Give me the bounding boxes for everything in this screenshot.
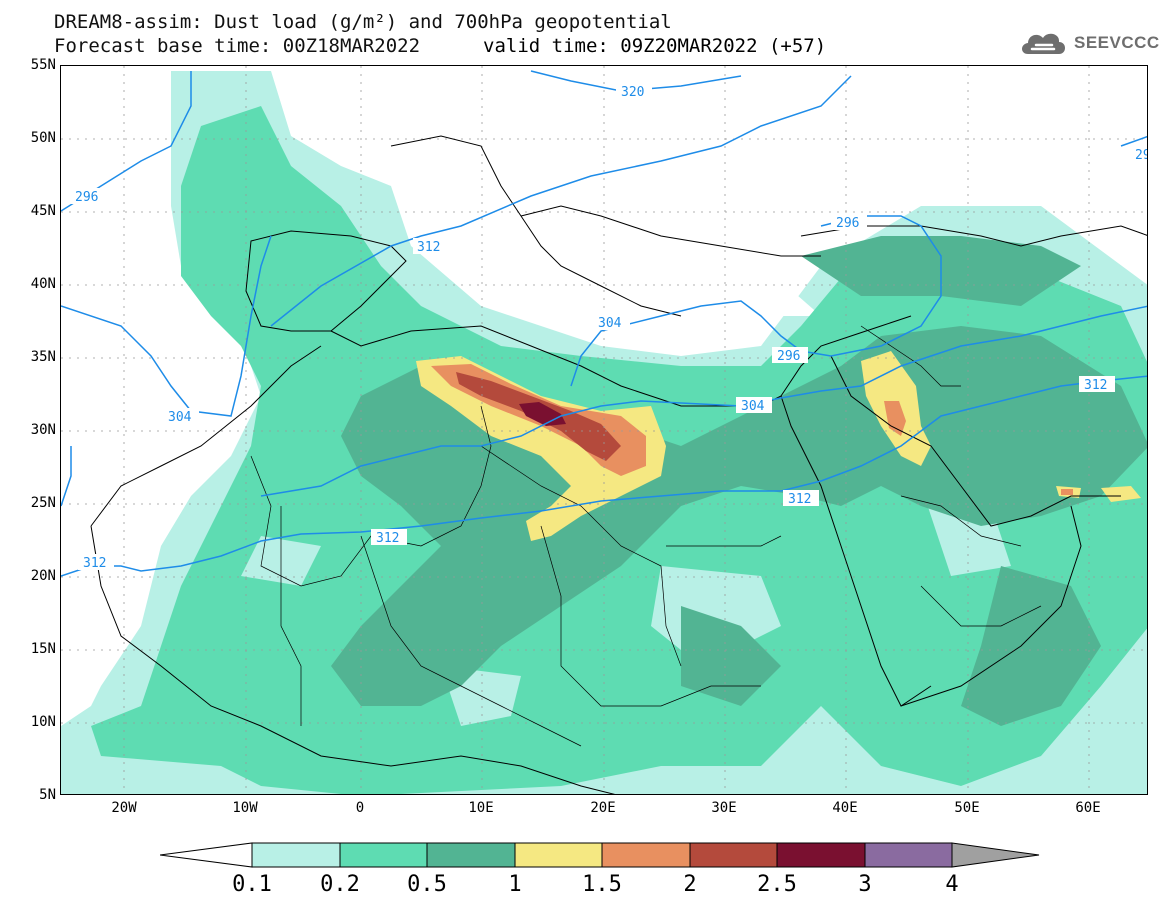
colorbar bbox=[159, 840, 1040, 875]
colorbar-label: 1.5 bbox=[582, 872, 622, 897]
lon-tick: 10E bbox=[468, 800, 494, 816]
colorbar-segment bbox=[601, 842, 691, 868]
lat-tick: 30N bbox=[30, 422, 56, 438]
dust-level-1.5 bbox=[1061, 489, 1073, 495]
dust-level-1.5 bbox=[884, 401, 906, 436]
graticule bbox=[61, 66, 1147, 794]
clear-area bbox=[701, 276, 821, 316]
logo-text: SEEVCCC bbox=[1074, 33, 1160, 52]
lon-tick: 60E bbox=[1075, 800, 1101, 816]
colorbar-label: 2.5 bbox=[757, 872, 797, 897]
country-borders bbox=[250, 325, 1042, 747]
dust-level-0.5 bbox=[681, 606, 781, 706]
contour-label: 296 bbox=[836, 216, 859, 231]
contour-label: 304 bbox=[741, 399, 765, 414]
lat-tick: 5N bbox=[39, 787, 56, 803]
lon-tick: 0 bbox=[355, 800, 365, 816]
lat-tick: 50N bbox=[30, 130, 56, 146]
map-panel: 320 296 312 304 296 304 312 312 312 312 … bbox=[60, 65, 1148, 795]
contour-label: 312 bbox=[1084, 378, 1107, 393]
lon-tick: 20E bbox=[590, 800, 616, 816]
colorbar-segment bbox=[514, 842, 603, 868]
contour-label: 296 bbox=[777, 349, 800, 364]
lon-tick: 10W bbox=[232, 800, 258, 816]
lon-tick: 30E bbox=[711, 800, 737, 816]
dust-level-0.5 bbox=[961, 566, 1101, 726]
lon-tick: 20W bbox=[111, 800, 137, 816]
valid-time: valid time: 09Z20MAR2022 (+57) bbox=[483, 35, 827, 57]
contour-label: 304 bbox=[598, 316, 622, 331]
contour-label: 312 bbox=[83, 556, 106, 571]
lat-tick: 10N bbox=[30, 714, 56, 730]
base-time: Forecast base time: 00Z18MAR2022 bbox=[54, 35, 421, 57]
lat-tick: 45N bbox=[30, 203, 56, 219]
seevccc-logo: SEEVCCC bbox=[1018, 28, 1160, 58]
coastlines bbox=[90, 135, 1147, 794]
colorbar-segment bbox=[339, 842, 428, 868]
dust-map: 320 296 312 304 296 304 312 312 312 312 … bbox=[61, 66, 1148, 794]
dust-level-1 bbox=[416, 356, 666, 541]
cloud-icon bbox=[1022, 33, 1065, 54]
colorbar-segment bbox=[251, 842, 341, 868]
colorbar-segment bbox=[426, 842, 516, 868]
colorbar-segment bbox=[689, 842, 778, 868]
contour-label: 312 bbox=[376, 531, 399, 546]
lat-tick: 15N bbox=[30, 641, 56, 657]
colorbar-label: 2 bbox=[683, 872, 697, 897]
contour-label: 304 bbox=[168, 410, 192, 425]
colorbar-label: 1 bbox=[508, 872, 522, 897]
lon-tick: 50E bbox=[954, 800, 980, 816]
contour-label: 29 bbox=[1135, 148, 1148, 163]
lat-tick: 55N bbox=[30, 57, 56, 73]
lon-tick: 40E bbox=[832, 800, 858, 816]
colorbar-segment bbox=[776, 842, 866, 868]
colorbar-label: 0.5 bbox=[407, 872, 447, 897]
colorbar-label: 4 bbox=[945, 872, 959, 897]
chart-title: DREAM8-assim: Dust load (g/m²) and 700hP… bbox=[54, 11, 672, 33]
colorbar-label: 3 bbox=[858, 872, 872, 897]
colorbar-end-low bbox=[159, 842, 253, 868]
contour-label: 296 bbox=[75, 190, 98, 205]
lat-tick: 25N bbox=[30, 495, 56, 511]
colorbar-segment bbox=[864, 842, 953, 868]
dust-level-1 bbox=[1101, 486, 1141, 502]
lat-tick: 40N bbox=[30, 276, 56, 292]
contour-label: 320 bbox=[621, 85, 644, 100]
colorbar-label: 0.1 bbox=[232, 872, 272, 897]
geopotential-contours bbox=[61, 70, 1147, 577]
lat-tick: 20N bbox=[30, 568, 56, 584]
colorbar-svg bbox=[159, 842, 1040, 868]
colorbar-end-high bbox=[951, 842, 1040, 868]
colorbar-label: 0.2 bbox=[320, 872, 360, 897]
contour-labels: 320 296 312 304 296 304 312 312 312 312 … bbox=[71, 83, 1148, 571]
contour-label: 312 bbox=[788, 492, 811, 507]
contour-label: 312 bbox=[417, 240, 440, 255]
lat-tick: 35N bbox=[30, 349, 56, 365]
